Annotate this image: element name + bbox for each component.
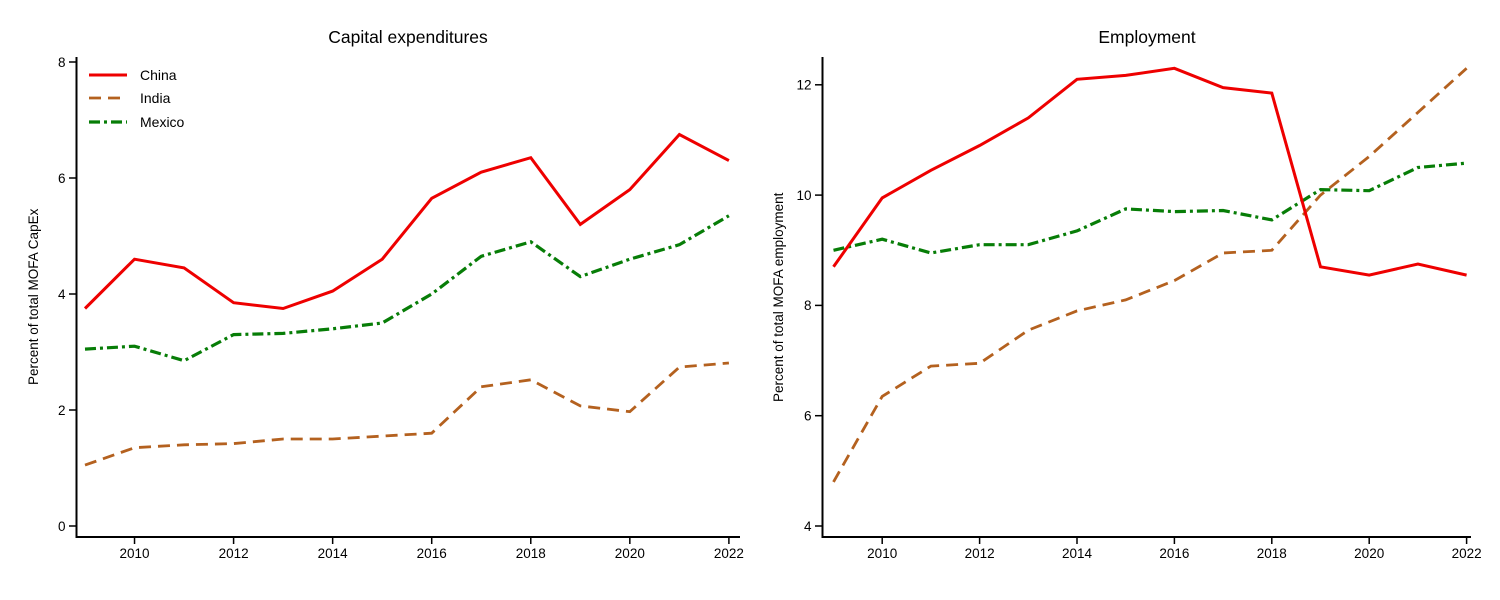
x-tick-label: 2012	[965, 546, 995, 561]
mexico-line	[833, 161, 1467, 255]
x-tick-label: 2014	[318, 546, 349, 561]
x-tick-label: 2016	[417, 546, 447, 561]
left-chart-title: Capital expenditures	[328, 27, 488, 47]
y-tick-label: 2	[58, 403, 66, 418]
india-line	[84, 361, 730, 467]
legend-item-india: India	[88, 87, 184, 111]
legend-label: Mexico	[140, 113, 185, 130]
y-tick-label: 12	[796, 78, 811, 93]
legend-label: India	[140, 90, 171, 107]
y-tick-label: 8	[804, 298, 812, 313]
china-line	[83, 132, 730, 311]
legend-line-sample-icon	[89, 120, 127, 124]
y-tick-label: 4	[804, 519, 812, 534]
x-tick-label: 2012	[219, 546, 249, 561]
china-line	[832, 66, 1467, 277]
x-tick-label: 2010	[120, 546, 150, 561]
x-tick-label: 2018	[1257, 546, 1287, 561]
legend-item-mexico: Mexico	[88, 110, 184, 134]
legend-line-sample-icon	[89, 73, 127, 77]
x-tick-label: 2022	[1452, 546, 1482, 561]
right-y-axis-label: Percent of total MOFA employment	[771, 192, 786, 402]
mexico-line	[84, 214, 730, 363]
x-tick-label: 2010	[867, 546, 897, 561]
y-tick-label: 8	[58, 55, 66, 70]
x-tick-label: 2018	[516, 546, 546, 561]
x-tick-label: 2014	[1062, 546, 1093, 561]
y-tick-label: 6	[58, 171, 66, 186]
legend-item-china: China	[88, 63, 184, 87]
y-tick-label: 6	[804, 409, 812, 424]
right-chart-title: Employment	[1098, 27, 1196, 47]
x-tick-label: 2022	[714, 546, 744, 561]
legend-label: China	[140, 66, 177, 83]
legend: China India Mexico	[88, 63, 184, 134]
x-tick-label: 2020	[615, 546, 645, 561]
y-tick-label: 10	[796, 188, 811, 203]
y-tick-label: 0	[58, 519, 66, 534]
left-y-axis-label: Percent of total MOFA CapEx	[26, 208, 41, 385]
x-tick-label: 2020	[1354, 546, 1384, 561]
y-tick-label: 4	[58, 287, 66, 302]
india-line	[832, 67, 1468, 483]
legend-line-sample-icon	[89, 96, 127, 100]
x-tick-label: 2016	[1159, 546, 1189, 561]
